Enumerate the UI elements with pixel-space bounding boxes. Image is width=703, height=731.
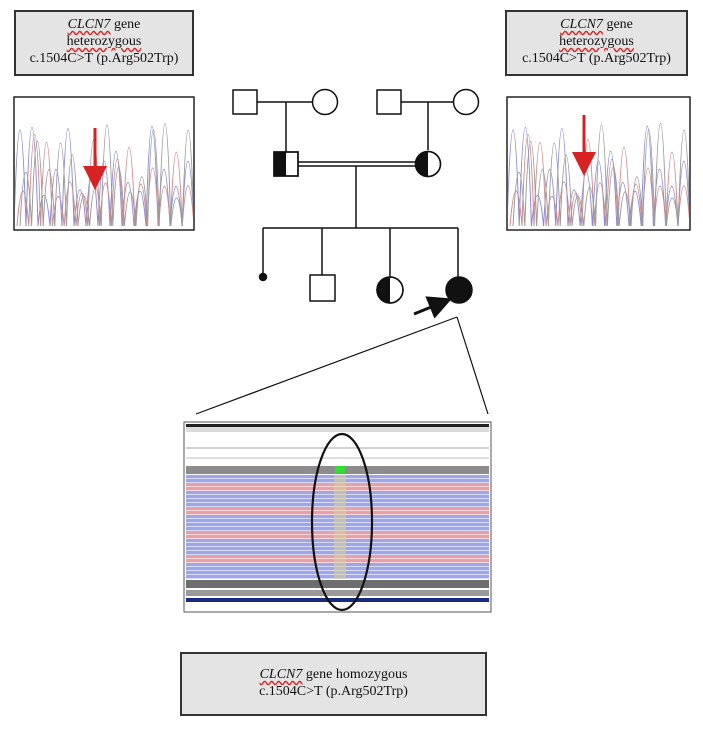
variant-label: c.1504C>T (p.Arg502Trp) bbox=[522, 51, 671, 66]
chromatogram-trace bbox=[509, 133, 689, 227]
read-alignment-panel bbox=[183, 421, 492, 613]
genotype-label-father: CLCN7 gene heterozygous c.1504C>T (p.Arg… bbox=[14, 10, 194, 76]
grandmother-maternal bbox=[452, 88, 480, 116]
proband-affected bbox=[445, 276, 473, 304]
proband-arrow-icon bbox=[413, 296, 453, 319]
gene-suffix: gene bbox=[110, 17, 141, 32]
sister-carrier bbox=[376, 276, 404, 304]
pedigree-chart bbox=[232, 88, 480, 304]
gene-suffix: gene bbox=[602, 17, 633, 32]
grandmother-paternal bbox=[311, 88, 339, 116]
zygosity-label: heterozygous bbox=[66, 34, 142, 49]
genotype-label-proband: CLCN7 gene homozygous c.1504C>T (p.Arg50… bbox=[180, 652, 487, 716]
variant-label: c.1504C>T (p.Arg502Trp) bbox=[29, 51, 179, 66]
variant-position-ellipse bbox=[310, 432, 374, 612]
chromatogram-trace bbox=[19, 123, 193, 227]
gene-name: CLCN7 bbox=[560, 17, 603, 32]
zoom-line-right bbox=[456, 316, 489, 415]
chromatogram-trace bbox=[512, 123, 689, 227]
gene-suffix: gene homozygous bbox=[302, 667, 408, 682]
deceased-infant bbox=[258, 272, 268, 282]
grandfather-paternal bbox=[232, 89, 258, 115]
zoom-line-left bbox=[195, 316, 458, 415]
brother-unaffected bbox=[309, 274, 336, 302]
genotype-label-mother: CLCN7 gene heterozygous c.1504C>T (p.Arg… bbox=[505, 10, 688, 76]
zygosity-label: heterozygous bbox=[559, 34, 634, 49]
chromatogram-father bbox=[13, 96, 195, 231]
chromatogram-mother bbox=[506, 96, 691, 231]
gene-name: CLCN7 bbox=[259, 667, 303, 682]
mother-carrier bbox=[414, 150, 442, 178]
variant-coverage-highlight bbox=[335, 466, 345, 473]
father-carrier bbox=[273, 151, 299, 177]
gene-name: CLCN7 bbox=[67, 17, 111, 32]
chromatogram-trace bbox=[508, 125, 689, 227]
grandfather-maternal bbox=[376, 89, 402, 115]
variant-label: c.1504C>T (p.Arg502Trp) bbox=[259, 684, 408, 699]
